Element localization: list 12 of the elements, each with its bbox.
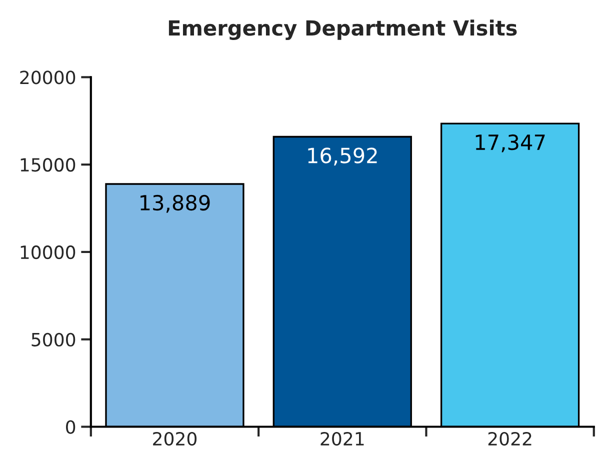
chart-title: Emergency Department Visits xyxy=(168,20,517,40)
data-label: 16,592 xyxy=(308,148,377,166)
data-label: 13,889 xyxy=(140,194,210,213)
y-tick-label: 0 xyxy=(66,420,76,434)
y-tick-label: 5000 xyxy=(32,332,76,346)
x-tick-label: 2020 xyxy=(153,432,197,446)
data-label: 17,347 xyxy=(476,134,545,152)
y-tick-label: 15000 xyxy=(20,158,76,172)
y-tick-label: 20000 xyxy=(20,70,76,84)
x-tick-label: 2022 xyxy=(488,432,532,446)
y-tick-label: 10000 xyxy=(20,245,76,260)
x-tick-label: 2021 xyxy=(320,432,364,446)
